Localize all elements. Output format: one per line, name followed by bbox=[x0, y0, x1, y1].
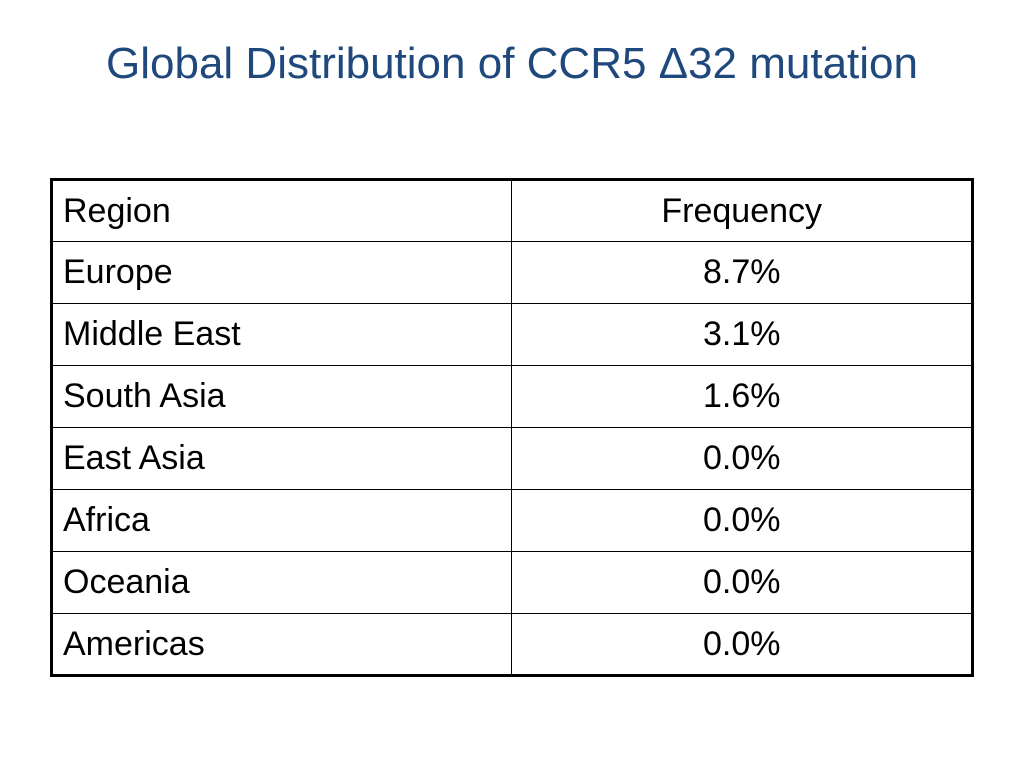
cell-frequency: 8.7% bbox=[511, 241, 973, 304]
table-row: Americas 0.0% bbox=[50, 613, 973, 676]
table-row: Europe 8.7% bbox=[50, 241, 973, 304]
slide-title: Global Distribution of CCR5 Δ32 mutation bbox=[106, 39, 918, 88]
table-row: South Asia 1.6% bbox=[50, 365, 973, 428]
cell-region: East Asia bbox=[50, 427, 513, 490]
header-frequency: Frequency bbox=[511, 179, 973, 242]
table-row: East Asia 0.0% bbox=[50, 427, 973, 490]
cell-region: Oceania bbox=[50, 551, 513, 614]
table-row: Africa 0.0% bbox=[50, 489, 973, 552]
cell-frequency: 0.0% bbox=[511, 551, 973, 614]
header-region: Region bbox=[50, 179, 513, 242]
table-row: Oceania 0.0% bbox=[50, 551, 973, 614]
frequency-table: Region Frequency Europe 8.7% Middle East… bbox=[50, 178, 974, 677]
cell-region: Middle East bbox=[50, 303, 513, 366]
cell-region: Americas bbox=[50, 613, 513, 676]
cell-region: Europe bbox=[50, 241, 513, 304]
table-header-row: Region Frequency bbox=[50, 179, 973, 242]
cell-frequency: 0.0% bbox=[511, 489, 973, 552]
cell-frequency: 3.1% bbox=[511, 303, 973, 366]
cell-region: South Asia bbox=[50, 365, 513, 428]
cell-region: Africa bbox=[50, 489, 513, 552]
cell-frequency: 1.6% bbox=[511, 365, 973, 428]
cell-frequency: 0.0% bbox=[511, 427, 973, 490]
cell-frequency: 0.0% bbox=[511, 613, 973, 676]
table-row: Middle East 3.1% bbox=[50, 303, 973, 366]
